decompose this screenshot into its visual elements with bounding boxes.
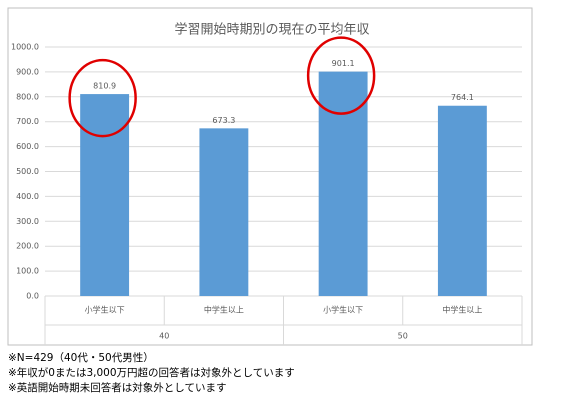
y-tick-label: 300.0 [16,217,39,226]
data-label: 764.1 [451,93,474,102]
x-tick-label: 小学生以下 [85,305,125,315]
data-label: 673.3 [212,116,235,125]
y-tick-label: 0.0 [26,292,39,301]
group-label: 40 [159,332,169,341]
x-tick-label: 小学生以下 [323,305,363,315]
highlight-circle [306,36,376,115]
data-label: 901.1 [332,59,355,68]
y-tick-label: 800.0 [16,92,39,101]
footnote: ※年収が0または3,000万円超の回答者は対象外としています [8,366,295,379]
bar [437,105,487,296]
y-tick-label: 600.0 [16,142,39,151]
chart-title: 学習開始時期別の現在の平均年収 [174,22,369,38]
bar [80,94,130,296]
footnote: ※N=429（40代・50代男性） [8,351,154,364]
bar [199,128,249,296]
y-tick-label: 100.0 [16,267,39,276]
y-tick-label: 900.0 [16,67,39,76]
y-tick-label: 700.0 [16,117,39,126]
footnote: ※英語開始時期未回答者は対象外としています [8,381,226,394]
y-tick-label: 400.0 [16,192,39,201]
y-tick-label: 500.0 [16,167,39,176]
highlight-circle [68,58,137,138]
data-label: 810.9 [93,82,116,91]
x-tick-label: 中学生以上 [442,305,482,315]
y-tick-label: 200.0 [16,242,39,251]
group-label: 50 [398,332,408,341]
x-tick-label: 中学生以上 [204,305,244,315]
y-tick-label: 1000.0 [11,43,39,52]
